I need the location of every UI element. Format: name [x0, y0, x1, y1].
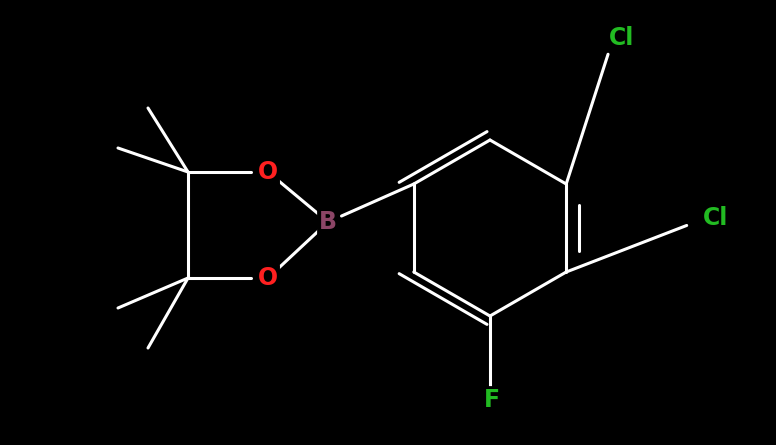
Text: O: O	[258, 266, 278, 290]
Text: Cl: Cl	[703, 206, 729, 230]
Text: B: B	[319, 210, 337, 234]
Text: O: O	[258, 160, 278, 184]
Text: F: F	[484, 388, 500, 412]
Text: Cl: Cl	[609, 26, 635, 50]
